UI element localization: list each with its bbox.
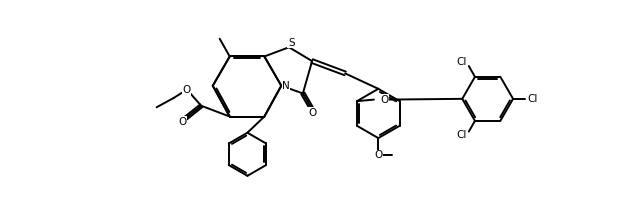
Text: Cl: Cl <box>527 94 537 104</box>
Text: Cl: Cl <box>457 131 467 140</box>
Text: O: O <box>182 85 191 95</box>
Text: O: O <box>308 108 316 118</box>
Text: Cl: Cl <box>457 57 467 67</box>
Text: S: S <box>288 38 295 48</box>
Text: O: O <box>381 95 389 105</box>
Text: O: O <box>374 150 383 160</box>
Text: O: O <box>178 117 187 127</box>
Text: N: N <box>282 81 290 91</box>
